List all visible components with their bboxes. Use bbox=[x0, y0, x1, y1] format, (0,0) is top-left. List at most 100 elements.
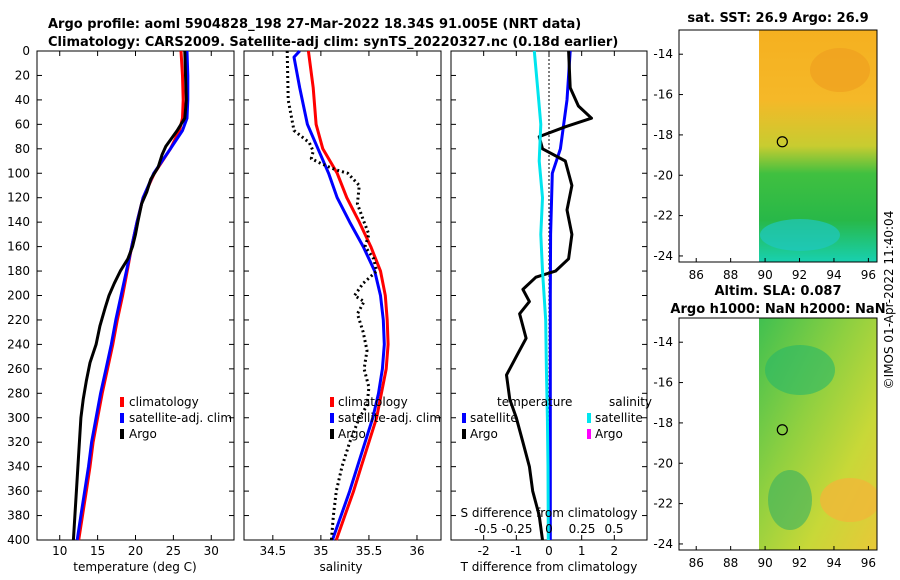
legend-label-s-satellite: satellite bbox=[595, 411, 643, 425]
depth-tick-label: 200 bbox=[7, 289, 30, 303]
imos-timestamp: ©IMOS 01-Apr-2022 11:40:04 bbox=[882, 211, 896, 390]
map-y-tick-label: -18 bbox=[653, 128, 673, 142]
sst-map-axes: 86 88 90 92 94 96 -14 -16 -18 -20 -22 -24 bbox=[653, 47, 876, 282]
map-x-tick-label: 88 bbox=[723, 268, 738, 282]
difference-ticks bbox=[451, 50, 647, 541]
depth-tick-label: 380 bbox=[7, 509, 30, 523]
legend-label-satellite: satellite-adj. clim bbox=[338, 411, 441, 425]
map-x-tick-label: 92 bbox=[792, 556, 807, 570]
map-y-tick-label: -24 bbox=[653, 537, 673, 551]
depth-tick-label: 220 bbox=[7, 313, 30, 327]
legend-swatch-t-satellite bbox=[462, 413, 466, 423]
map-x-tick-label: 94 bbox=[826, 268, 841, 282]
depth-tick-label: 340 bbox=[7, 460, 30, 474]
legend-swatch-climatology bbox=[120, 397, 124, 407]
sst-cool-patch bbox=[760, 219, 840, 251]
s-tick-label: -0.5 bbox=[474, 522, 497, 536]
map-y-tick-label: -20 bbox=[653, 456, 673, 470]
salinity-difference-xlabel: S difference from climatology bbox=[461, 506, 638, 520]
depth-tick-label: 140 bbox=[7, 215, 30, 229]
legend-swatch-satellite bbox=[330, 413, 334, 423]
series-line-salinity-satellite bbox=[532, 50, 550, 541]
series-line-temperature-argo bbox=[505, 50, 593, 541]
series-line-argo bbox=[71, 50, 188, 541]
x-tick-label: 34.5 bbox=[259, 544, 286, 558]
map-y-tick-label: -22 bbox=[653, 209, 673, 223]
difference-series bbox=[505, 50, 593, 541]
temperature-legend: climatology satellite-adj. clim Argo bbox=[120, 395, 232, 441]
salinity-xlabel: salinity bbox=[319, 560, 362, 574]
argo-location-marker bbox=[776, 424, 788, 436]
map-y-tick-label: -24 bbox=[653, 249, 673, 263]
temperature-xlabel: temperature (deg C) bbox=[73, 560, 196, 574]
temperature-series bbox=[71, 50, 190, 541]
x-tick-label: 36 bbox=[409, 544, 424, 558]
legend-title-temperature: temperature bbox=[497, 395, 572, 409]
temperature-difference-xlabel: T difference from climatology bbox=[460, 560, 638, 574]
x-tick-label: -1 bbox=[510, 544, 522, 558]
sst-map-title: sat. SST: 26.9 Argo: 26.9 bbox=[687, 11, 868, 26]
map-x-tick-label: 86 bbox=[689, 556, 704, 570]
legend-swatch-argo bbox=[120, 429, 124, 439]
s-tick-label: 0.25 bbox=[569, 522, 596, 536]
depth-tick-label: 80 bbox=[15, 142, 30, 156]
depth-tick-label: 400 bbox=[7, 533, 30, 547]
sst-map-frame bbox=[678, 29, 878, 263]
map-y-tick-label: -16 bbox=[653, 88, 673, 102]
sla-map-axes: 86 88 90 92 94 96 -14 -16 -18 -20 -22 -24 bbox=[653, 335, 876, 570]
x-tick-label: 35.5 bbox=[356, 544, 383, 558]
x-tick-label: 1 bbox=[578, 544, 586, 558]
series-line-climatology bbox=[306, 50, 390, 541]
x-tick-label: 35 bbox=[313, 544, 328, 558]
s-tick-label: 0 bbox=[545, 522, 553, 536]
salinity-ticks bbox=[244, 50, 441, 541]
argo-location-marker bbox=[776, 136, 788, 148]
salinity-axes-box bbox=[243, 50, 442, 541]
depth-tick-label: 300 bbox=[7, 411, 30, 425]
map-x-tick-label: 86 bbox=[689, 268, 704, 282]
depth-axis: 0 20 40 60 80 100 120 140 160 180 200 220 240 260 280 3… bbox=[7, 44, 234, 547]
sst-field bbox=[759, 30, 877, 262]
legend-label-argo: Argo bbox=[338, 427, 366, 441]
series-line-satellite-adj-clim bbox=[75, 50, 190, 541]
difference-legend-temperature: temperature satellite Argo bbox=[462, 395, 572, 441]
x-tick-label: 0 bbox=[545, 544, 553, 558]
salinity-panel: 34.5 35 35.5 36 salinity climatology satell… bbox=[243, 49, 442, 574]
legend-label-climatology: climatology bbox=[129, 395, 199, 409]
depth-tick-label: 280 bbox=[7, 386, 30, 400]
s-tick-label: -0.25 bbox=[501, 522, 532, 536]
map-y-tick-label: -20 bbox=[653, 168, 673, 182]
series-line-climatology bbox=[77, 50, 185, 541]
map-y-tick-label: -22 bbox=[653, 497, 673, 511]
sla-map-subtitle: Argo h1000: NaN h2000: NaN bbox=[670, 302, 885, 317]
legend-label-climatology: climatology bbox=[338, 395, 408, 409]
temperature-axes-box bbox=[36, 50, 235, 541]
x-tick-label: 10 bbox=[52, 544, 67, 558]
legend-label-t-argo: Argo bbox=[470, 427, 498, 441]
salinity-legend: climatology satellite-adj. clim Argo bbox=[330, 395, 441, 441]
map-x-tick-label: 88 bbox=[723, 556, 738, 570]
x-tick-label: 25 bbox=[166, 544, 181, 558]
sla-low-patch-2 bbox=[768, 470, 812, 530]
legend-label-t-satellite: satellite bbox=[470, 411, 518, 425]
x-tick-label: 2 bbox=[611, 544, 619, 558]
map-y-tick-label: -14 bbox=[653, 335, 673, 349]
sla-low-patch bbox=[765, 345, 835, 395]
salinity-series bbox=[285, 49, 390, 541]
s-tick-label: 0.5 bbox=[604, 522, 623, 536]
map-y-tick-label: -16 bbox=[653, 376, 673, 390]
map-x-tick-label: 90 bbox=[757, 268, 772, 282]
series-line-argo bbox=[285, 50, 379, 541]
sla-map-title: Altim. SLA: 0.087 bbox=[715, 284, 842, 299]
depth-tick-label: 180 bbox=[7, 264, 30, 278]
legend-swatch-s-satellite bbox=[587, 413, 591, 423]
depth-tick-label: 60 bbox=[15, 117, 30, 131]
depth-tick-label: 240 bbox=[7, 337, 30, 351]
legend-swatch-argo bbox=[330, 429, 334, 439]
depth-tick-label: 260 bbox=[7, 362, 30, 376]
map-x-tick-label: 96 bbox=[861, 268, 876, 282]
depth-tick-label: 0 bbox=[22, 44, 30, 58]
map-x-tick-label: 92 bbox=[792, 268, 807, 282]
x-tick-label: 30 bbox=[204, 544, 219, 558]
sst-warm-patch bbox=[810, 48, 870, 92]
